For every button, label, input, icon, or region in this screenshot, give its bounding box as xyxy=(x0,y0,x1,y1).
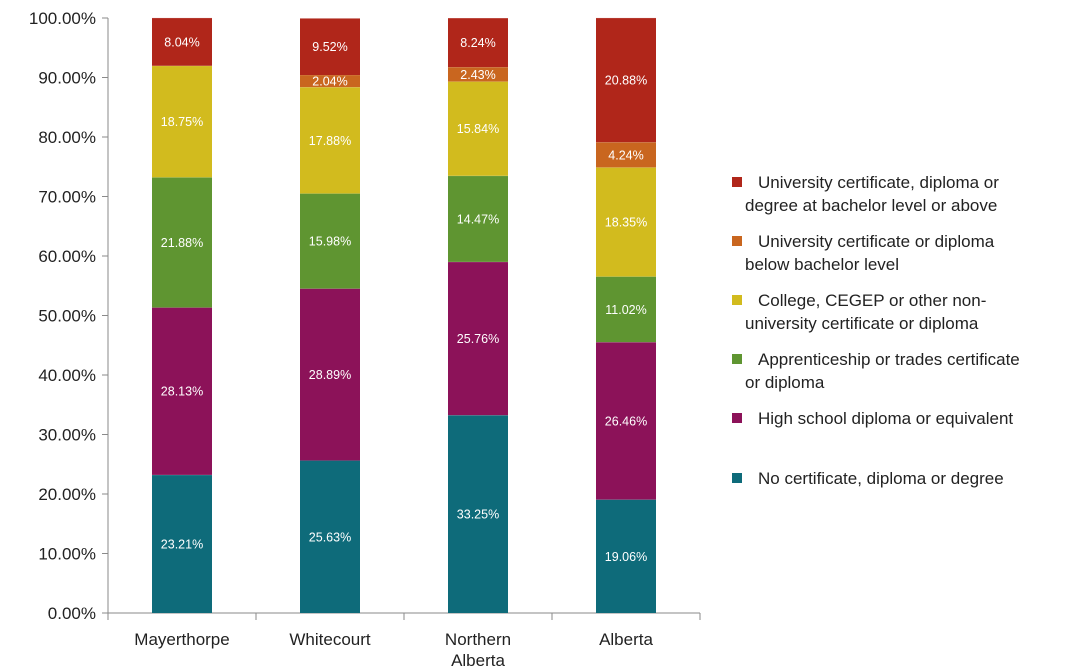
data-label: 4.24% xyxy=(608,148,643,162)
bar-segment xyxy=(448,67,508,82)
bar-segment xyxy=(448,175,508,262)
data-label: 14.47% xyxy=(457,212,499,226)
legend-label: Apprenticeship or trades certificate or d… xyxy=(745,350,1020,392)
data-label: 18.35% xyxy=(605,215,647,229)
legend-swatch xyxy=(732,295,742,305)
bar-segment xyxy=(300,18,360,76)
bar-segment xyxy=(596,142,656,168)
x-category-label: Alberta xyxy=(599,630,653,649)
y-tick-label: 80.00% xyxy=(38,128,96,147)
data-label: 25.76% xyxy=(457,332,499,346)
data-label: 8.04% xyxy=(164,35,199,49)
x-category-label: Mayerthorpe xyxy=(134,630,229,649)
x-category-label: Northern Alberta xyxy=(445,630,511,670)
legend-label-line: or diploma xyxy=(745,373,825,392)
bar-segment xyxy=(300,75,360,88)
data-label: 28.89% xyxy=(309,368,351,382)
bar-segment xyxy=(152,65,212,178)
legend-swatch xyxy=(732,354,742,364)
data-label: 20.88% xyxy=(605,74,647,88)
legend-label-line: No certificate, diploma or degree xyxy=(758,469,1004,488)
legend-label-line: Apprenticeship or trades certificate xyxy=(758,350,1020,369)
bar-segment xyxy=(300,288,360,461)
legend-label-line: below bachelor level xyxy=(745,255,899,274)
data-label: 9.52% xyxy=(312,40,347,54)
data-label: 15.98% xyxy=(309,235,351,249)
data-label: 26.46% xyxy=(605,414,647,428)
legend-label-line: High school diploma or equivalent xyxy=(758,409,1013,428)
legend-label-line: University certificate, diploma or xyxy=(758,173,999,192)
data-label: 19.06% xyxy=(605,550,647,564)
data-label: 18.75% xyxy=(161,115,203,129)
bar-segment xyxy=(596,342,656,500)
y-tick-label: 60.00% xyxy=(38,247,96,266)
bar-segment xyxy=(300,193,360,289)
legend-label-line: University certificate or diploma xyxy=(758,232,995,251)
bar-segment xyxy=(300,460,360,613)
data-label: 33.25% xyxy=(457,508,499,522)
x-category-label-line: Alberta xyxy=(451,651,505,670)
y-tick-label: 20.00% xyxy=(38,485,96,504)
legend-label-line: degree at bachelor level or above xyxy=(745,196,997,215)
bar-segment xyxy=(448,261,508,416)
x-axis: Mayerthorpe Whitecourt Northern Alberta Albe… xyxy=(107,612,701,670)
y-tick-label: 10.00% xyxy=(38,545,96,564)
data-label: 25.63% xyxy=(309,530,351,544)
legend-swatch xyxy=(732,413,742,423)
data-label: 23.21% xyxy=(161,537,203,551)
legend-swatch xyxy=(732,473,742,483)
x-category-label-line: Northern xyxy=(445,630,511,649)
bar-segment xyxy=(448,415,508,613)
y-tick-label: 100.00% xyxy=(29,9,96,28)
bars: 23.21% 28.13% 21.88% 18.75% 8.04% 25.63% 28.89… xyxy=(152,17,656,613)
legend-label: University certificate or diploma below b… xyxy=(745,232,995,274)
legend: University certificate, diploma or degree… xyxy=(732,173,1020,488)
bar-segment xyxy=(152,17,212,66)
bar-segment xyxy=(448,81,508,176)
y-tick-label: 50.00% xyxy=(38,307,96,326)
bar-segment xyxy=(152,177,212,308)
legend-label-line: College, CEGEP or other non- xyxy=(758,291,986,310)
legend-label: College, CEGEP or other non-university c… xyxy=(745,291,986,333)
legend-label: High school diploma or equivalent xyxy=(758,409,1013,428)
y-axis: 0.00% 10.00% 20.00% 30.00% 40.00% 50.00% 60.00… xyxy=(29,9,109,623)
bar-segment xyxy=(596,167,656,277)
bar-segment xyxy=(300,87,360,194)
bar-segment xyxy=(152,307,212,475)
data-label: 8.24% xyxy=(460,36,495,50)
legend-label-line: university certificate or diploma xyxy=(745,314,979,333)
y-tick-label: 0.00% xyxy=(48,604,96,623)
y-tick-label: 70.00% xyxy=(38,188,96,207)
legend-swatch xyxy=(732,177,742,187)
y-tick-label: 40.00% xyxy=(38,366,96,385)
x-category-label-line: Alberta xyxy=(599,630,653,649)
bar-segment xyxy=(448,18,508,68)
data-label: 28.13% xyxy=(161,385,203,399)
data-label: 15.84% xyxy=(457,122,499,136)
data-label: 21.88% xyxy=(161,236,203,250)
legend-label: University certificate, diploma or degree… xyxy=(745,173,999,215)
bar-segment xyxy=(596,499,656,613)
legend-swatch xyxy=(732,236,742,246)
data-label: 17.88% xyxy=(309,134,351,148)
data-label: 11.02% xyxy=(605,303,646,317)
bar-segment xyxy=(596,276,656,343)
data-label: 2.04% xyxy=(312,75,347,89)
y-tick-label: 30.00% xyxy=(38,426,96,445)
x-category-label-line: Whitecourt xyxy=(289,630,371,649)
bar-segment xyxy=(152,474,212,613)
data-label: 2.43% xyxy=(460,68,495,82)
legend-label: No certificate, diploma or degree xyxy=(758,469,1004,488)
y-tick-label: 90.00% xyxy=(38,69,96,88)
x-category-label: Whitecourt xyxy=(289,630,371,649)
x-category-label-line: Mayerthorpe xyxy=(134,630,229,649)
bar-segment xyxy=(596,17,656,143)
